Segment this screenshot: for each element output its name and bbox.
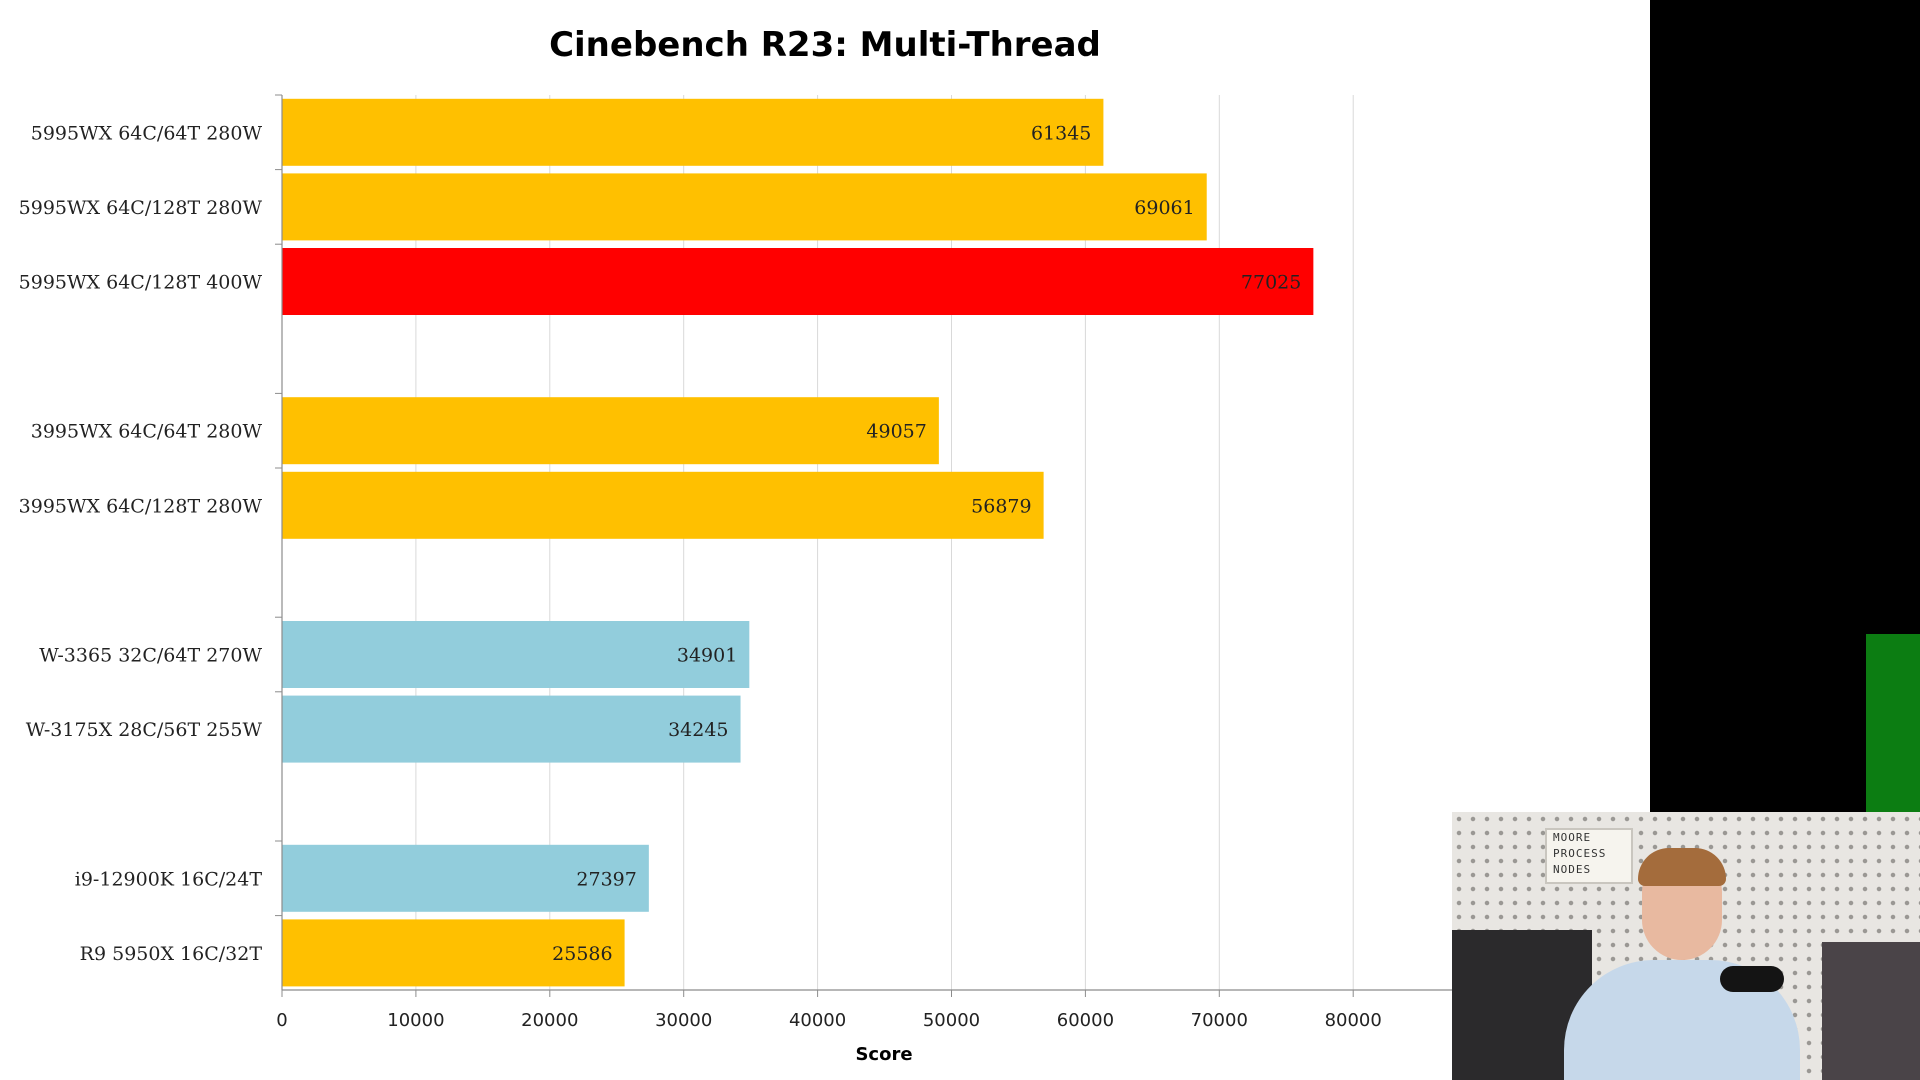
bar-value-label: 61345 [1031, 122, 1091, 144]
microphone [1720, 966, 1784, 992]
x-tick-label: 30000 [655, 1010, 712, 1031]
chart-panel: 0 10000 20000 30000 40000 50000 60000 70000 8000… [0, 0, 1650, 1080]
lightbox-line-3: NODES [1553, 863, 1592, 876]
bar [282, 98, 1104, 166]
x-tick-label: 80000 [1325, 1010, 1382, 1031]
x-tick-label: 40000 [789, 1010, 846, 1031]
x-tick-label: 0 [276, 1010, 287, 1031]
bar [282, 248, 1314, 315]
chart-title: Cinebench R23: Multi-Thread [549, 25, 1101, 65]
bar [282, 397, 939, 465]
lightbox-line-1: MOORE [1553, 831, 1592, 844]
bar-value-label: 56879 [971, 495, 1031, 517]
x-tick-label: 70000 [1191, 1010, 1248, 1031]
category-label: W-3175X 28C/56T 255W [26, 719, 263, 741]
x-axis-title: Score [855, 1044, 912, 1065]
bars [282, 98, 1314, 987]
webcam-overlay: MOORE PROCESS NODES [1452, 812, 1920, 1080]
category-label: 3995WX 64C/64T 280W [31, 421, 263, 443]
lightbox-line-2: PROCESS [1553, 847, 1607, 860]
bar-value-label: 69061 [1134, 197, 1194, 219]
category-label: 5995WX 64C/64T 280W [31, 122, 263, 144]
x-tick-label: 50000 [923, 1010, 980, 1031]
axes [275, 94, 1488, 997]
bar [282, 844, 649, 912]
bar [282, 621, 750, 688]
bar-value-label: 34901 [677, 645, 737, 667]
bar [282, 695, 741, 763]
category-label: i9-12900K 16C/24T [75, 868, 263, 890]
shelf-right [1822, 942, 1920, 1080]
bar-value-label: 49057 [866, 421, 926, 443]
bar-value-label: 34245 [668, 719, 728, 741]
bar [282, 471, 1044, 539]
bar [282, 919, 625, 987]
bar-value-label: 77025 [1241, 272, 1301, 294]
bar-value-label: 25586 [552, 943, 612, 965]
category-label: R9 5950X 16C/32T [80, 943, 263, 965]
category-label: 3995WX 64C/128T 280W [19, 495, 263, 517]
category-label: W-3365 32C/64T 270W [39, 645, 262, 667]
green-screen-strip [1866, 634, 1920, 812]
lightbox-sign: MOORE PROCESS NODES [1545, 828, 1633, 884]
bar-value-label: 27397 [576, 868, 636, 890]
bar-chart: 0 10000 20000 30000 40000 50000 60000 70000 8000… [19, 25, 1488, 1065]
presenter-hair [1638, 848, 1726, 886]
x-tick-label: 10000 [387, 1010, 444, 1031]
category-label: 5995WX 64C/128T 400W [19, 272, 263, 294]
category-label: 5995WX 64C/128T 280W [19, 197, 263, 219]
x-tick-label: 20000 [521, 1010, 578, 1031]
x-tick-label: 60000 [1057, 1010, 1114, 1031]
labels: 0 10000 20000 30000 40000 50000 60000 70000 8000… [19, 122, 1382, 1031]
bar [282, 173, 1207, 241]
grid-lines [415, 95, 1354, 990]
